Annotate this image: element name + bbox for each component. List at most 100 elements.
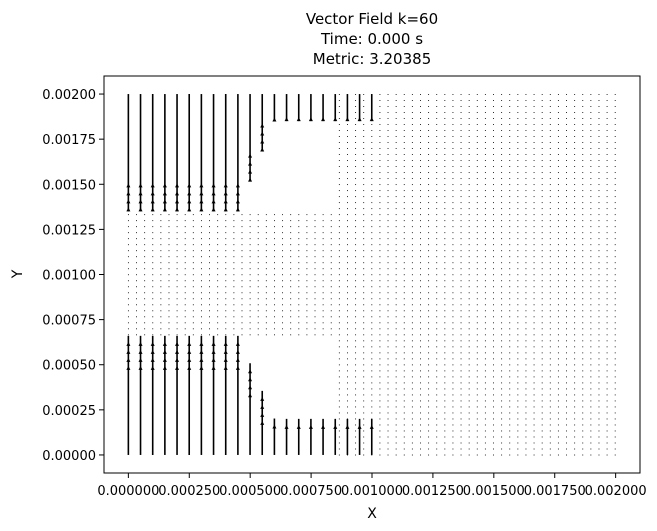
field-dot bbox=[160, 310, 162, 312]
field-dot bbox=[436, 166, 438, 168]
field-dot bbox=[160, 304, 162, 306]
field-dot bbox=[501, 238, 503, 240]
field-dot bbox=[460, 400, 462, 402]
field-dot bbox=[460, 130, 462, 131]
field-dot bbox=[168, 328, 170, 330]
field-dot bbox=[314, 286, 316, 288]
field-dot bbox=[541, 178, 543, 180]
field-dot bbox=[484, 166, 486, 168]
field-dot bbox=[566, 454, 567, 456]
field-dot bbox=[590, 268, 592, 270]
vector-arrowhead bbox=[199, 183, 204, 188]
field-dot bbox=[403, 118, 405, 119]
field-dot bbox=[436, 148, 438, 149]
field-dot bbox=[533, 286, 535, 288]
field-dot bbox=[460, 208, 462, 210]
field-dot bbox=[590, 400, 592, 402]
field-dot bbox=[598, 316, 600, 318]
field-dot bbox=[493, 196, 494, 198]
field-dot bbox=[395, 340, 397, 342]
field-dot bbox=[509, 370, 511, 372]
field-dot bbox=[411, 148, 413, 149]
field-dot bbox=[468, 418, 470, 420]
field-dot bbox=[476, 214, 478, 216]
field-dot bbox=[136, 250, 137, 252]
field-dot bbox=[460, 226, 462, 228]
field-dot bbox=[257, 262, 259, 264]
field-dot bbox=[273, 226, 275, 228]
field-dot bbox=[290, 268, 292, 270]
field-dot bbox=[509, 364, 511, 366]
field-dot bbox=[330, 292, 332, 294]
field-dot bbox=[509, 106, 511, 107]
field-dot bbox=[330, 334, 332, 336]
field-dot bbox=[501, 250, 503, 252]
field-dot bbox=[614, 130, 616, 131]
field-dot bbox=[355, 232, 357, 234]
field-dot bbox=[322, 334, 324, 336]
field-dot bbox=[525, 262, 527, 264]
field-dot bbox=[192, 250, 194, 252]
field-dot bbox=[127, 220, 129, 222]
field-dot bbox=[557, 166, 559, 168]
field-dot bbox=[541, 154, 543, 155]
field-dot bbox=[582, 418, 584, 420]
field-dot bbox=[330, 220, 332, 222]
vector-arrowhead bbox=[162, 207, 167, 212]
field-dot bbox=[314, 238, 316, 240]
field-dot bbox=[501, 136, 503, 137]
field-dot bbox=[533, 226, 535, 228]
y-tick-label: 0.00125 bbox=[42, 223, 96, 238]
field-dot bbox=[338, 442, 340, 444]
field-dot bbox=[379, 154, 381, 155]
field-dot bbox=[436, 322, 438, 324]
field-dot bbox=[371, 400, 373, 402]
field-dot bbox=[273, 334, 275, 336]
field-dot bbox=[330, 226, 332, 228]
field-dot bbox=[160, 334, 162, 336]
field-dot bbox=[533, 130, 535, 131]
field-dot bbox=[493, 232, 494, 234]
field-dot bbox=[209, 268, 210, 270]
field-dot bbox=[444, 334, 446, 336]
field-dot bbox=[420, 340, 421, 342]
field-dot bbox=[298, 298, 300, 300]
field-dot bbox=[144, 256, 146, 258]
field-dot bbox=[606, 412, 608, 414]
field-dot bbox=[273, 304, 275, 306]
field-dot bbox=[557, 268, 559, 270]
vector-arrowhead bbox=[357, 424, 362, 429]
field-dot bbox=[598, 406, 600, 408]
field-dot bbox=[460, 142, 462, 143]
field-dot bbox=[557, 238, 559, 240]
field-dot bbox=[306, 268, 308, 270]
field-dot bbox=[176, 220, 178, 222]
field-dot bbox=[484, 328, 486, 330]
field-dot bbox=[444, 412, 446, 414]
field-dot bbox=[468, 442, 470, 444]
vector-arrowhead bbox=[187, 365, 192, 370]
field-dot bbox=[493, 130, 494, 131]
field-dot bbox=[582, 436, 584, 438]
field-dot bbox=[420, 208, 421, 210]
field-dot bbox=[533, 448, 535, 450]
vector-arrowhead bbox=[260, 139, 265, 144]
field-dot bbox=[290, 256, 292, 258]
field-dot bbox=[574, 328, 576, 330]
field-dot bbox=[541, 418, 543, 420]
field-dot bbox=[493, 394, 494, 396]
field-dot bbox=[557, 418, 559, 420]
field-dot bbox=[387, 214, 389, 216]
field-dot bbox=[606, 160, 608, 162]
field-dot bbox=[606, 208, 608, 210]
field-dot bbox=[501, 268, 503, 270]
field-dot bbox=[557, 208, 559, 210]
field-dot bbox=[403, 208, 405, 210]
field-dot bbox=[420, 244, 421, 246]
field-dot bbox=[379, 208, 381, 210]
field-dot bbox=[509, 418, 511, 420]
field-dot bbox=[541, 100, 543, 101]
field-dot bbox=[306, 238, 308, 240]
field-dot bbox=[338, 280, 340, 282]
field-dot bbox=[460, 196, 462, 198]
